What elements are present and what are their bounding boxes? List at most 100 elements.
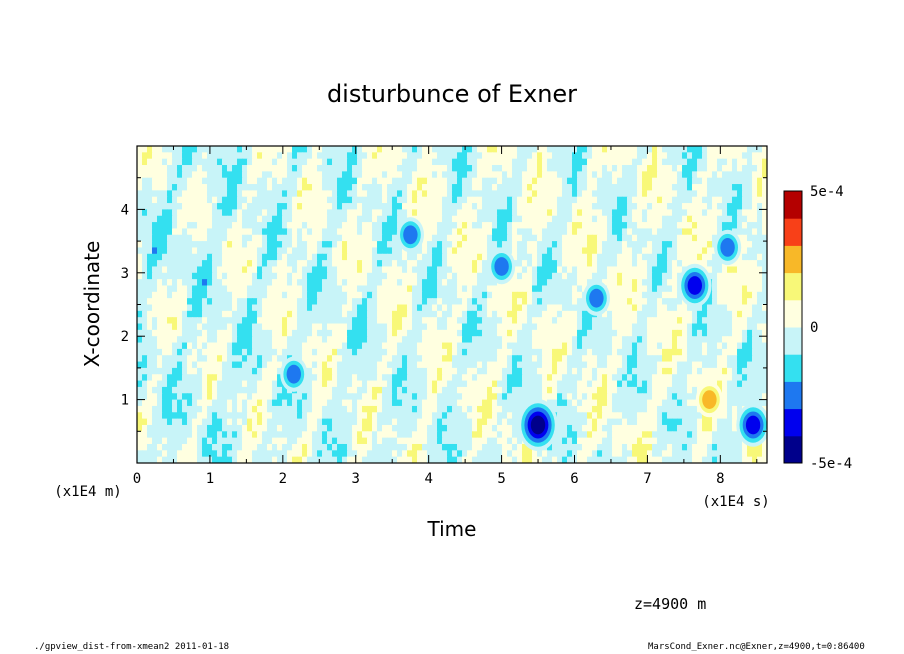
heatmap-cell [532,367,538,375]
heatmap-cell [702,317,708,325]
heatmap-cell [627,158,633,166]
heatmap-cell [742,380,748,388]
heatmap-cell [407,158,413,166]
heatmap-cell [227,348,233,356]
heatmap-cell [622,209,628,217]
heatmap-cell [507,285,513,293]
heatmap-cell [262,380,268,388]
heatmap-cell [417,203,423,210]
heatmap-cell [147,234,153,242]
heatmap-cell [537,247,543,255]
heatmap-cell [247,329,253,337]
heatmap-cell [472,323,478,331]
heatmap-cell [382,374,388,382]
heatmap-cell [387,260,393,268]
heatmap-cell [197,228,203,236]
heatmap-cell [372,310,378,318]
heatmap-cell [317,336,323,344]
heatmap-cell [602,253,608,261]
heatmap-cell [207,336,213,344]
heatmap-cell [577,184,583,191]
heatmap-cell [357,380,363,388]
heatmap-cell [187,367,193,375]
heatmap-cell [222,304,228,312]
heatmap-cell [157,272,163,280]
heatmap-cell [637,152,643,160]
heatmap-cell [702,228,708,236]
heatmap-cell [317,209,323,217]
heatmap-cell [397,355,403,363]
heatmap-cell [217,177,223,185]
heatmap-cell [172,374,178,382]
heatmap-cell [407,146,413,153]
heatmap-cell [602,272,608,280]
heatmap-cell [742,146,748,153]
heatmap-cell [142,222,148,230]
heatmap-cell [277,336,283,344]
heatmap-cell [502,342,508,350]
heatmap-cell [702,196,708,204]
heatmap-cell [617,367,623,375]
heatmap-cell [212,361,218,369]
heatmap-cell [197,380,203,388]
heatmap-cell [742,348,748,356]
heatmap-cell [367,196,373,204]
heatmap-cell [702,234,708,242]
heatmap-cell [472,247,478,255]
heatmap-cell [502,165,508,172]
heatmap-cell [737,158,743,166]
heatmap-cell [672,355,678,363]
heatmap-cell [602,279,608,287]
heatmap-cell [142,386,148,394]
heatmap-cell [577,355,583,363]
heatmap-cell [282,171,288,179]
heatmap-cell [622,323,628,331]
heatmap-cell [377,291,383,299]
heatmap-cell [147,374,153,382]
heatmap-cell [227,361,233,369]
heatmap-cell [422,285,428,293]
heatmap-cell [247,374,253,382]
heatmap-cell [627,342,633,350]
heatmap-cell [682,171,688,179]
heatmap-cell [452,165,458,172]
heatmap-cell [207,241,213,249]
heatmap-cell [547,323,553,331]
heatmap-cell [207,171,213,179]
heatmap-cell [162,310,168,318]
heatmap-cell [302,317,308,325]
heatmap-cell [567,203,573,210]
heatmap-cell [502,304,508,312]
heatmap-cell [187,393,193,401]
heatmap-cell [717,272,723,280]
heatmap-cell [317,342,323,350]
heatmap-cell [642,291,648,299]
heatmap-cell [572,241,578,249]
heatmap-cell [712,355,718,363]
heatmap-cell [537,380,543,388]
heatmap-cell [192,323,198,331]
heatmap-cell [652,380,658,388]
heatmap-cell [572,355,578,363]
heatmap-cell [657,177,663,185]
heatmap-cell [607,190,613,198]
heatmap-cell [172,203,178,210]
heatmap-cell [397,323,403,331]
heatmap-cell [377,215,383,223]
heatmap-cell [747,272,753,280]
heatmap-cell [717,291,723,299]
heatmap-cell [547,241,553,249]
heatmap-cell [472,146,478,153]
heatmap-cell [582,386,588,394]
heatmap-cell [542,310,548,318]
heatmap-cell [477,310,483,318]
heatmap-cell [647,272,653,280]
heatmap-cell [547,152,553,160]
heatmap-cell [652,203,658,210]
heatmap-cell [437,355,443,363]
heatmap-cell [687,304,693,312]
heatmap-cell [337,203,343,210]
heatmap-cell [192,177,198,185]
heatmap-cell [412,361,418,369]
heatmap-cell [647,304,653,312]
